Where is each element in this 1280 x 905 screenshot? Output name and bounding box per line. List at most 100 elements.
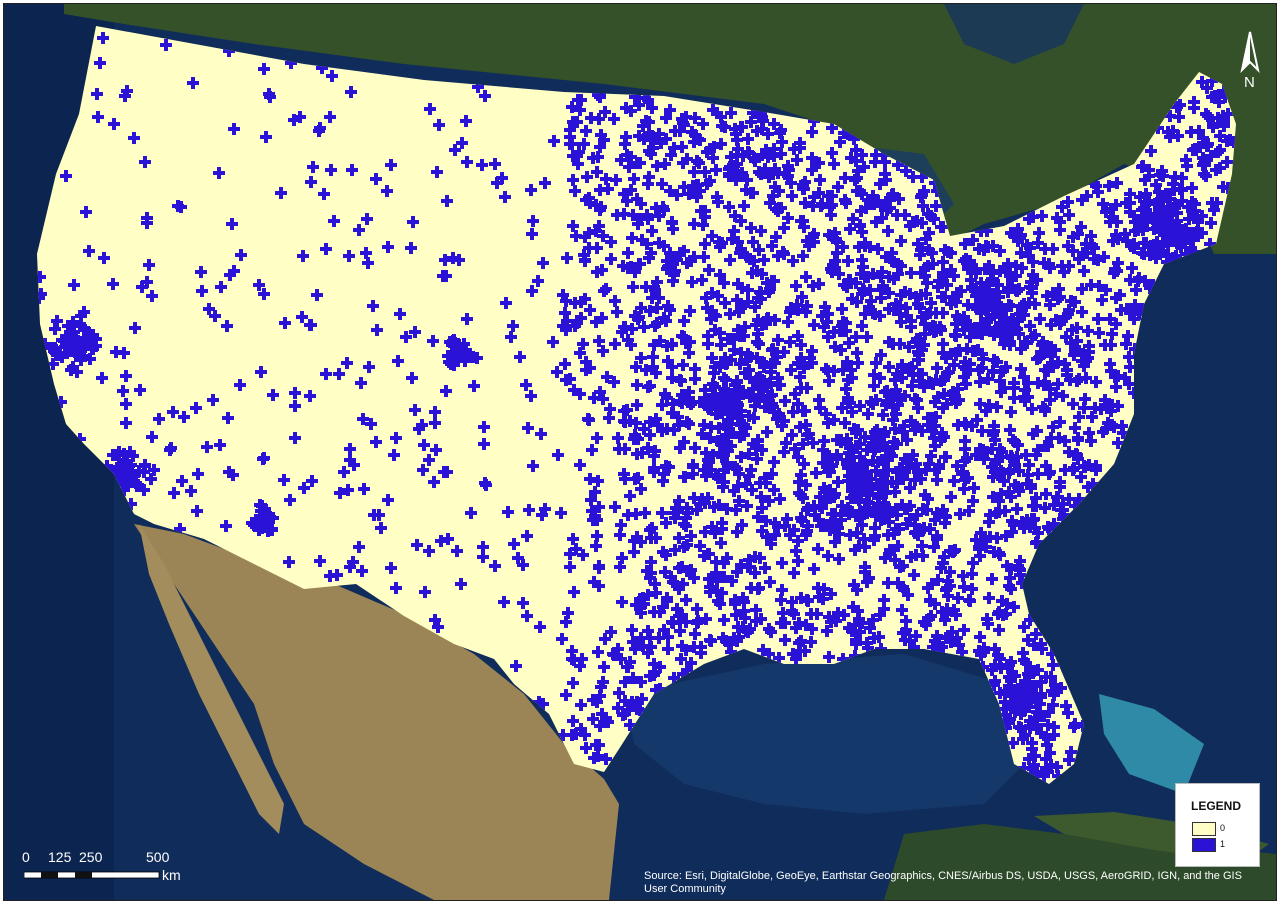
class-1-point	[579, 293, 591, 305]
class-1-point	[1138, 237, 1150, 249]
class-1-point	[966, 583, 978, 595]
class-1-point	[747, 187, 759, 199]
class-1-point	[574, 459, 586, 471]
class-1-point	[344, 443, 356, 455]
class-1-point	[83, 245, 95, 257]
class-1-point	[662, 631, 674, 643]
class-1-point	[1045, 319, 1057, 331]
class-1-point	[622, 704, 634, 716]
class-1-point	[566, 101, 578, 113]
class-1-point	[1188, 212, 1200, 224]
class-1-point	[793, 476, 805, 488]
class-1-point	[1016, 577, 1028, 589]
class-1-point	[297, 250, 309, 262]
class-1-point	[117, 385, 129, 397]
class-1-point	[1167, 125, 1179, 137]
class-1-point	[960, 378, 972, 390]
class-1-point	[419, 586, 431, 598]
class-1-point	[747, 236, 759, 248]
class-1-point	[552, 449, 564, 461]
class-1-point	[1096, 294, 1108, 306]
class-1-point	[920, 233, 932, 245]
class-1-point	[886, 247, 898, 259]
class-1-point	[696, 428, 708, 440]
class-1-point	[707, 449, 719, 461]
class-1-point	[994, 443, 1006, 455]
class-1-point	[747, 107, 759, 119]
class-1-point	[835, 344, 847, 356]
class-1-point	[67, 316, 79, 328]
class-1-point	[1210, 164, 1222, 176]
class-1-point	[477, 541, 489, 553]
class-1-point	[325, 164, 337, 176]
class-1-point	[749, 551, 761, 563]
class-1-point	[836, 500, 848, 512]
class-1-point	[932, 574, 944, 586]
class-1-point	[653, 237, 665, 249]
class-1-point	[593, 580, 605, 592]
class-1-point	[1170, 250, 1182, 262]
class-1-point	[642, 178, 654, 190]
class-1-point	[1013, 704, 1025, 716]
class-1-point	[120, 370, 132, 382]
class-1-point	[1110, 292, 1122, 304]
class-1-point	[837, 653, 849, 665]
class-1-point	[895, 393, 907, 405]
class-1-point	[1003, 713, 1015, 725]
class-1-point	[658, 312, 670, 324]
class-1-point	[479, 90, 491, 102]
class-1-point	[631, 379, 643, 391]
class-1-point	[699, 392, 711, 404]
class-1-point	[702, 548, 714, 560]
class-1-point	[738, 200, 750, 212]
class-1-point	[759, 562, 771, 574]
class-1-point	[888, 528, 900, 540]
class-1-point	[1147, 279, 1159, 291]
class-1-point	[776, 584, 788, 596]
class-1-point	[824, 201, 836, 213]
class-1-point	[912, 402, 924, 414]
class-1-point	[80, 206, 92, 218]
class-1-point	[1076, 283, 1088, 295]
class-1-point	[635, 536, 647, 548]
class-1-point	[981, 316, 993, 328]
bahamas-shallows	[1099, 694, 1204, 794]
class-1-point	[733, 631, 745, 643]
class-1-point	[788, 524, 800, 536]
class-1-point	[767, 190, 779, 202]
class-1-point	[1049, 344, 1061, 356]
class-1-point	[924, 595, 936, 607]
map-frame[interactable]: N LEGEND 0 1 0 125 250 500 km Source: Es…	[3, 3, 1277, 901]
class-1-point	[1056, 201, 1068, 213]
class-1-point	[766, 240, 778, 252]
class-1-point	[817, 444, 829, 456]
class-1-point	[1005, 406, 1017, 418]
class-1-point	[1072, 228, 1084, 240]
class-1-point	[987, 240, 999, 252]
class-1-point	[764, 283, 776, 295]
class-1-point	[715, 111, 727, 123]
class-1-point	[136, 281, 148, 293]
class-1-point	[1104, 358, 1116, 370]
class-1-point	[49, 323, 61, 335]
class-1-point	[908, 641, 920, 653]
class-1-point	[1080, 372, 1092, 384]
map-canvas[interactable]	[4, 4, 1276, 900]
class-1-point	[656, 423, 668, 435]
class-1-point	[1221, 156, 1233, 168]
class-1-point	[125, 459, 137, 471]
class-1-point	[896, 604, 908, 616]
class-1-point	[1124, 361, 1136, 373]
class-1-point	[689, 129, 701, 141]
class-1-point	[1093, 327, 1105, 339]
class-1-point	[1185, 126, 1197, 138]
class-1-point	[748, 152, 760, 164]
class-1-point	[623, 161, 635, 173]
class-1-point	[797, 438, 809, 450]
class-1-point	[1040, 753, 1052, 765]
class-1-point	[668, 142, 680, 154]
class-1-point	[712, 402, 724, 414]
class-1-point	[1122, 330, 1134, 342]
class-1-point	[1063, 304, 1075, 316]
class-1-point	[953, 313, 965, 325]
